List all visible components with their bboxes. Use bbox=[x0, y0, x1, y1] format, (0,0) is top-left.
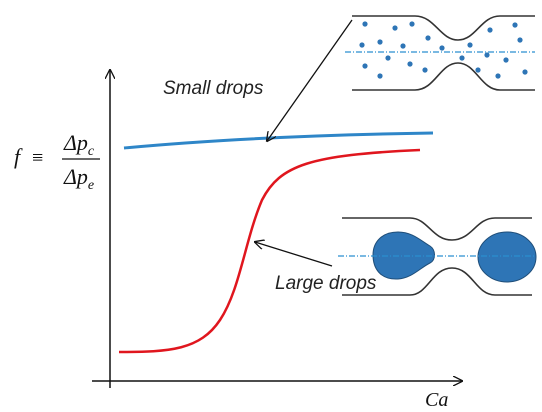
small-drops-curve bbox=[124, 133, 433, 148]
diagram: Ca f ≡ Δpc Δpe Small drops Large drops bbox=[0, 0, 542, 412]
numerator: Δpc bbox=[63, 130, 95, 159]
arrow bbox=[267, 20, 352, 141]
numerator-sub: c bbox=[88, 144, 95, 159]
numerator-main: Δp bbox=[63, 130, 88, 155]
denominator-main: Δp bbox=[63, 164, 88, 189]
formula-symbol: ≡ bbox=[32, 147, 43, 169]
small-drops-label: Small drops bbox=[163, 78, 264, 99]
formula: f ≡ Δpc Δpe bbox=[14, 130, 100, 193]
arrow bbox=[255, 242, 332, 266]
denominator-sub: e bbox=[88, 178, 94, 193]
small-drops-inset bbox=[345, 16, 535, 90]
formula-lhs: f bbox=[14, 144, 23, 169]
large-drops-label: Large drops bbox=[275, 273, 377, 294]
x-axis-label: Ca bbox=[425, 389, 448, 411]
denominator: Δpe bbox=[63, 164, 94, 193]
